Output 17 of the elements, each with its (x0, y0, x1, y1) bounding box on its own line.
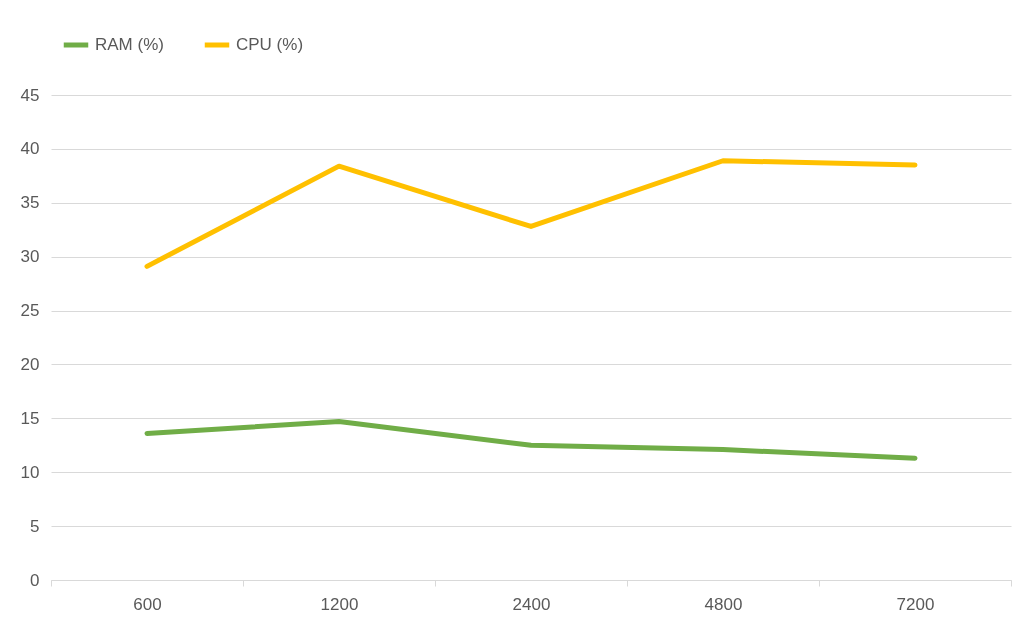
x-tick-label: 1200 (320, 594, 359, 614)
y-tick-label: 5 (30, 516, 40, 536)
y-tick-label: 30 (20, 247, 40, 267)
x-tick-label: 2400 (512, 594, 551, 614)
legend-label: CPU (%) (236, 35, 304, 54)
y-tick-label: 25 (20, 301, 40, 321)
y-tick-label: 20 (20, 354, 40, 374)
y-tick-label: 15 (20, 408, 40, 428)
y-tick-label: 0 (30, 570, 40, 590)
y-tick-label: 40 (20, 139, 40, 159)
y-tick-label: 45 (20, 85, 40, 105)
legend-label: RAM (%) (95, 35, 164, 54)
x-tick-label: 7200 (896, 594, 935, 614)
y-tick-label: 10 (20, 462, 40, 482)
x-tick-label: 600 (133, 594, 162, 614)
x-tick-label: 4800 (704, 594, 743, 614)
y-tick-label: 35 (20, 193, 40, 213)
